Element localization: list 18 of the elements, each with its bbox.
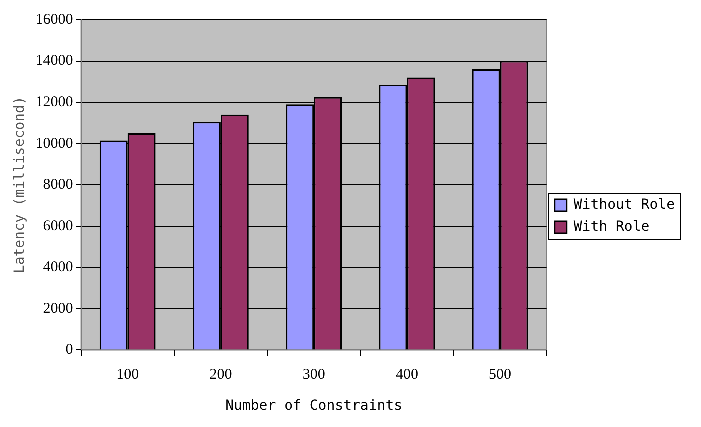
legend-label: Without Role [574, 197, 676, 214]
y-tick-label: 0 [66, 342, 74, 358]
x-tick-label: 500 [489, 367, 512, 384]
x-tick-label: 300 [302, 367, 326, 384]
y-tick-label: 10000 [36, 136, 74, 152]
y-tick-label: 4000 [43, 260, 74, 276]
y-tick-label: 8000 [43, 177, 74, 194]
y-tick-label: 14000 [36, 53, 74, 70]
y-tick-label: 6000 [43, 218, 74, 234]
legend-label: With Role [574, 219, 650, 236]
x-tick-label: 100 [116, 367, 140, 384]
y-axis-title: Latency (millisecond) [12, 96, 28, 274]
x-tick-label: 200 [210, 367, 232, 384]
x-tick-label: 400 [396, 367, 418, 384]
y-tick-label: 2000 [43, 300, 74, 317]
x-axis-title: Number of Constraints [226, 398, 403, 414]
y-tick-label: 12000 [36, 94, 74, 110]
y-tick-label: 16000 [36, 12, 74, 28]
